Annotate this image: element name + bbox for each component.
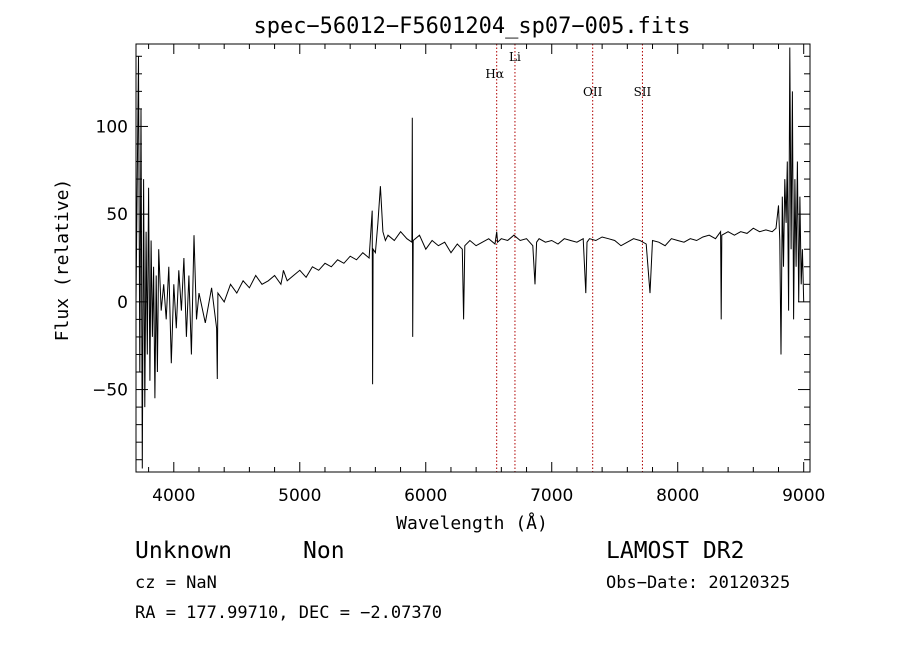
- spectral-line-markers: Hα Li OII SII: [485, 44, 652, 472]
- marker-label-0: Hα: [485, 67, 504, 81]
- survey-label: LAMOST DR2: [606, 538, 745, 564]
- marker-label-3: SII: [634, 85, 652, 99]
- subclass-label: Non: [303, 538, 345, 564]
- x-tick-label-3: 7000: [530, 486, 573, 506]
- obs-date-label: Obs−Date: 20120325: [606, 573, 791, 593]
- chart-title: spec−56012−F5601204_sp07−005.fits: [253, 14, 690, 39]
- y-tick-label-0: −50: [92, 381, 128, 401]
- x-tick-label-5: 9000: [782, 486, 825, 506]
- x-tick-label-1: 5000: [278, 486, 321, 506]
- series-group: [135, 47, 805, 469]
- redshift-label: cz = NaN: [135, 573, 217, 593]
- marker-label-2: OII: [583, 85, 603, 99]
- x-axis-label: Wavelength (Å): [396, 512, 548, 534]
- plot-frame: [135, 43, 811, 473]
- y-tick-label-2: 50: [106, 205, 128, 225]
- x-tick-label-0: 4000: [152, 486, 195, 506]
- coordinates-label: RA = 177.99710, DEC = −2.07370: [135, 603, 443, 623]
- axis-ticks: 4000 5000 6000 7000 8000 9000 −50 0 50 100: [92, 44, 825, 506]
- class-label: Unknown: [135, 538, 232, 564]
- marker-label-1: Li: [509, 50, 521, 64]
- y-tick-label-3: 100: [96, 117, 128, 137]
- x-tick-label-2: 6000: [404, 486, 447, 506]
- x-tick-label-4: 8000: [656, 486, 699, 506]
- spectrum-line-0: [135, 47, 805, 469]
- y-tick-label-1: 0: [117, 293, 128, 313]
- y-axis-label: Flux (relative): [52, 179, 73, 342]
